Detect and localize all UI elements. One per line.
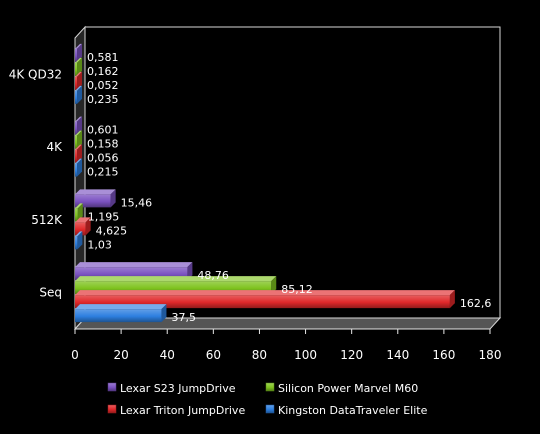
bar-lexar-s23-jumpdrive-4k-qd32 [75,43,82,62]
legend-swatch [107,382,117,392]
legend-item-lexar-s23-jumpdrive: Lexar S23 JumpDrive [107,382,236,395]
legend-label: Lexar Triton JumpDrive [120,404,245,417]
bar-lexar-triton-jumpdrive-seq [75,290,455,309]
value-label-lexar-triton-jumpdrive-seq: 162,6 [460,297,492,310]
category-labels: 4K QD32 4K 512K Seq [9,67,63,299]
value-label-silicon-power-marvel-m60-4k: 0,158 [87,138,119,151]
bar-kingston-datatraveler-elite-seq [75,304,167,323]
bar-silicon-power-marvel-m60-512k [75,203,83,222]
x-tick-label: 40 [160,348,175,362]
value-label-silicon-power-marvel-m60-4k-qd32: 0,162 [87,65,119,78]
value-label-kingston-datatraveler-elite-4k: 0,215 [87,166,119,179]
legend-swatch [107,404,117,414]
legend-label: Kingston DataTraveler Elite [278,404,428,417]
value-label-lexar-s23-jumpdrive-512k: 15,46 [121,196,153,209]
value-label-lexar-triton-jumpdrive-4k-qd32: 0,052 [87,79,119,92]
value-label-lexar-s23-jumpdrive-seq: 48,76 [197,269,229,282]
value-label-silicon-power-marvel-m60-seq: 85,12 [281,283,313,296]
bar-silicon-power-marvel-m60-4k-qd32 [75,57,82,76]
value-label-lexar-s23-jumpdrive-4k: 0,601 [87,124,119,137]
value-label-lexar-triton-jumpdrive-4k: 0,056 [87,152,119,165]
legend-label: Silicon Power Marvel M60 [278,382,418,395]
bar-lexar-triton-jumpdrive-512k [75,217,91,236]
value-label-kingston-datatraveler-elite-512k: 1,03 [87,238,112,251]
value-label-lexar-triton-jumpdrive-512k: 4,625 [96,224,128,237]
axis [74,328,491,334]
category-label-4k-qd32: 4K QD32 [9,67,62,81]
x-tick-label: 100 [294,348,317,362]
bar-lexar-triton-jumpdrive-4k-qd32 [75,71,82,90]
value-label-kingston-datatraveler-elite-4k-qd32: 0,235 [87,93,119,106]
x-tick-label: 20 [113,348,128,362]
bar-lexar-s23-jumpdrive-512k [75,189,116,208]
legend-item-kingston-datatraveler-elite: Kingston DataTraveler Elite [265,404,428,417]
value-label-silicon-power-marvel-m60-512k: 1,195 [88,210,120,223]
value-label-kingston-datatraveler-elite-seq: 37,5 [171,311,196,324]
value-label-lexar-s23-jumpdrive-4k-qd32: 0,581 [87,51,119,64]
bar-kingston-datatraveler-elite-512k [75,231,83,250]
bar-lexar-triton-jumpdrive-4k [75,144,82,163]
legend-item-silicon-power-marvel-m60: Silicon Power Marvel M60 [265,382,418,395]
x-tick-label: 180 [479,348,502,362]
legend-label: Lexar S23 JumpDrive [120,382,236,395]
category-label-4k: 4K [46,140,63,154]
x-tick-label: 80 [252,348,267,362]
x-tick-label: 0 [71,348,79,362]
bar-lexar-s23-jumpdrive-4k [75,116,82,135]
legend-item-lexar-triton-jumpdrive: Lexar Triton JumpDrive [107,404,245,417]
x-tick-label: 60 [206,348,221,362]
x-tick-labels: 0 20 40 60 80 100 120 140 160 180 [71,348,501,362]
x-tick-label: 140 [386,348,409,362]
category-label-seq: Seq [39,286,62,300]
bar-silicon-power-marvel-m60-4k [75,130,82,149]
x-tick-label: 160 [432,348,455,362]
legend-swatch [265,404,275,414]
bars [75,43,455,323]
category-label-512k: 512K [31,213,63,227]
legend: Lexar S23 JumpDrive Silicon Power Marvel … [107,382,428,417]
bar-kingston-datatraveler-elite-4k-qd32 [75,85,82,104]
bar-kingston-datatraveler-elite-4k [75,158,82,177]
legend-swatch [265,382,275,392]
x-tick-label: 120 [340,348,363,362]
